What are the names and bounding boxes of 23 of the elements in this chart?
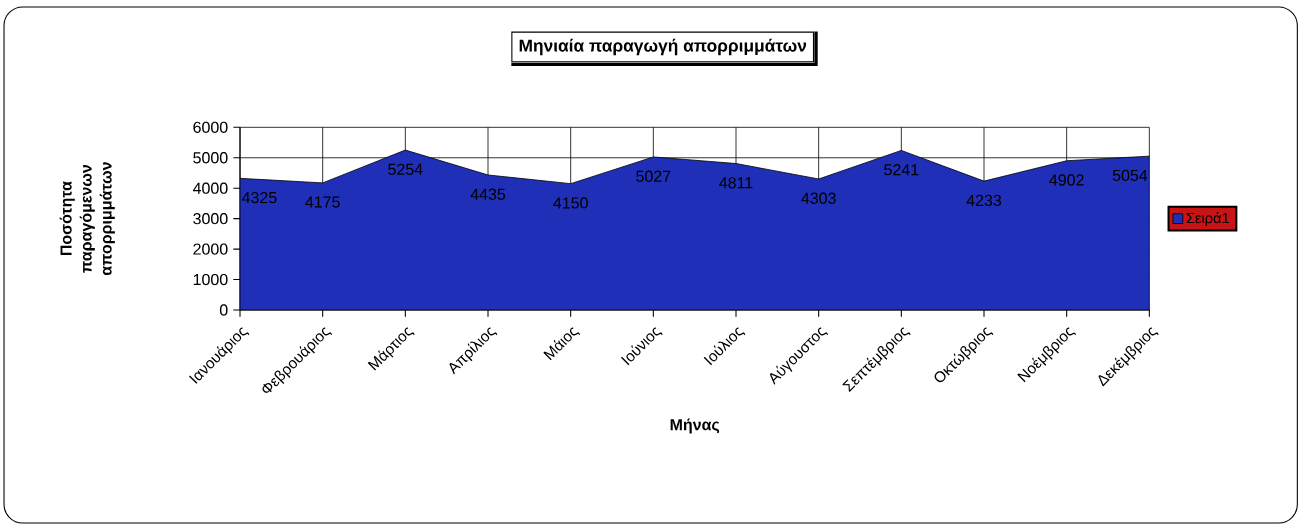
- data-label: 5054: [1112, 169, 1148, 182]
- y-tick-label: 1000: [193, 273, 228, 286]
- y-tick-label: 4000: [192, 182, 228, 194]
- chart-title: Μηνιαία παραγωγή απορριμμάτων: [519, 38, 807, 56]
- text: Σειρά1: [1186, 212, 1229, 227]
- y-tick-label: 0: [219, 304, 228, 316]
- data-label: 4233: [966, 194, 1002, 207]
- data-label: 5027: [636, 170, 671, 182]
- y-tick-label: 6000: [193, 121, 228, 133]
- y-tick-label: 5000: [193, 152, 228, 164]
- data-label: 4175: [305, 196, 340, 208]
- data-label: 5254: [388, 163, 423, 175]
- x-axis-title: Μήνας: [670, 418, 720, 434]
- data-label: 4303: [801, 192, 836, 204]
- data-label: 4811: [719, 177, 753, 189]
- data-label: 5241: [884, 164, 919, 176]
- y-tick-label: 2000: [193, 243, 228, 255]
- y-axis-title: Ποσότητα παραγόμενων απορριμμάτων: [59, 162, 115, 276]
- data-label: 4150: [553, 197, 588, 209]
- y-tick-label: 3000: [193, 213, 228, 225]
- data-label: 4325: [241, 191, 277, 204]
- data-label: 4902: [1049, 174, 1084, 186]
- data-label: 4435: [470, 188, 506, 200]
